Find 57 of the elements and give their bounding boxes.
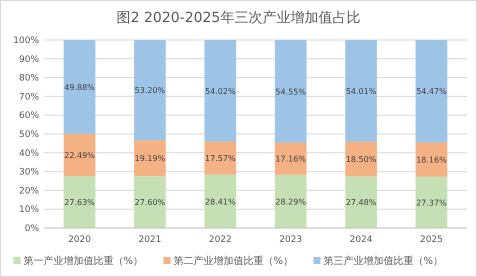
- x-tick-label: 2025: [420, 235, 443, 245]
- data-label: 49.88%: [64, 82, 96, 92]
- data-label: 28.41%: [205, 197, 236, 206]
- data-label: 18.50%: [346, 154, 377, 164]
- data-label: 54.47%: [416, 87, 448, 96]
- y-tick-label: 90%: [18, 54, 40, 65]
- bar: [274, 40, 307, 143]
- data-label: 54.02%: [205, 86, 236, 96]
- bar: [64, 40, 96, 134]
- y-tick-label: 100%: [13, 36, 40, 46]
- y-tick-label: 0%: [24, 224, 40, 234]
- y-tick-label: 70%: [18, 92, 40, 102]
- data-label: 19.19%: [134, 154, 166, 164]
- data-label: 54.01%: [346, 86, 377, 96]
- chart-title: 图2 2020-2025年三次产业增加值占比: [116, 10, 360, 26]
- data-label: 22.49%: [64, 150, 96, 160]
- bar: [204, 174, 236, 228]
- data-label: 17.16%: [275, 154, 306, 164]
- data-label: 27.60%: [134, 198, 166, 208]
- bar: [204, 40, 236, 142]
- data-label: 27.63%: [64, 198, 96, 208]
- y-tick-label: 10%: [18, 205, 40, 216]
- bar: [64, 176, 96, 228]
- data-label: 27.48%: [346, 198, 377, 208]
- data-label: 17.57%: [205, 154, 236, 164]
- bar: [274, 174, 307, 228]
- bar: [345, 176, 377, 228]
- bar: [134, 176, 166, 228]
- bar: [416, 142, 448, 177]
- data-label: 27.37%: [416, 198, 448, 208]
- bar: [204, 142, 236, 175]
- bar: [134, 140, 166, 176]
- bar: [64, 134, 96, 176]
- bar: [416, 176, 448, 228]
- data-label: 18.16%: [416, 155, 448, 164]
- y-tick-label: 40%: [18, 148, 40, 159]
- legend-label: 第一产业增加值比重（%）: [24, 255, 144, 267]
- y-tick-label: 80%: [18, 74, 40, 84]
- legend-label: 第二产业增加值比重（%）: [174, 255, 294, 267]
- x-tick-label: 2024: [350, 235, 373, 245]
- y-tick-label: 20%: [18, 186, 40, 196]
- x-tick-label: 2023: [279, 235, 302, 245]
- bar: [274, 142, 307, 175]
- legend-label: 第三产业增加值比重（%）: [324, 255, 444, 267]
- data-label: 53.20%: [134, 86, 166, 96]
- data-label: 54.55%: [275, 87, 306, 96]
- data-label: 28.29%: [275, 197, 306, 206]
- bar: [416, 40, 448, 142]
- y-tick-label: 30%: [18, 168, 40, 178]
- y-tick-label: 60%: [18, 111, 40, 122]
- bar: [134, 40, 166, 140]
- y-tick-label: 50%: [18, 130, 40, 140]
- x-tick-label: 2022: [208, 235, 232, 245]
- bar: [345, 142, 377, 176]
- bar: [345, 40, 377, 142]
- x-tick-label: 2021: [138, 235, 162, 245]
- x-tick-label: 2020: [68, 235, 92, 245]
